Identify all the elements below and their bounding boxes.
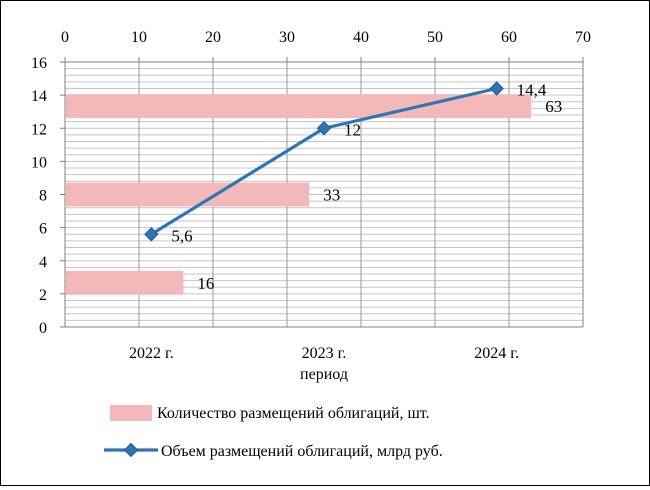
top-tick-label: 40 bbox=[353, 29, 369, 46]
line-series bbox=[144, 81, 504, 242]
bar-data-label: 63 bbox=[545, 97, 562, 116]
y-tick-label: 2 bbox=[39, 287, 47, 304]
bar-data-label: 33 bbox=[323, 186, 340, 205]
x-category-label: 2024 г. bbox=[474, 345, 519, 362]
x-category-label: 2023 г. bbox=[302, 345, 347, 362]
y-tick-label: 12 bbox=[31, 121, 47, 138]
legend-swatch-bar bbox=[110, 405, 152, 421]
x-axis-title: период bbox=[300, 366, 348, 383]
legend-label-bar: Количество размещений облигаций, шт. bbox=[157, 405, 430, 422]
y-tick-label: 8 bbox=[39, 188, 47, 205]
y-tick-label: 0 bbox=[39, 320, 47, 337]
top-tick-label: 0 bbox=[61, 29, 69, 46]
y-tick-label: 14 bbox=[31, 88, 47, 105]
top-tick-label: 20 bbox=[205, 29, 221, 46]
y-tick-label: 6 bbox=[39, 221, 47, 238]
line-marker bbox=[144, 227, 159, 242]
legend-label-line: Объем размещений облигаций, млрд руб. bbox=[161, 443, 443, 460]
legend-marker-diamond bbox=[123, 442, 139, 458]
line-data-label: 14,4 bbox=[517, 81, 547, 100]
bar-data-label: 16 bbox=[197, 274, 214, 293]
top-tick-label: 70 bbox=[575, 29, 591, 46]
axes: 0 2 4 6 8 10 12 14 16 0 10 20 30 40 50 60 70 2022 г. 2023 … bbox=[31, 29, 591, 383]
top-tick-label: 10 bbox=[131, 29, 147, 46]
x-category-label: 2022 г. bbox=[129, 345, 174, 362]
line-data-label: 5,6 bbox=[171, 226, 192, 245]
y-tick-label: 10 bbox=[31, 154, 47, 171]
legend: Количество размещений облигаций, шт. Объе… bbox=[104, 405, 443, 460]
line-marker bbox=[316, 121, 332, 136]
line-marker bbox=[489, 81, 504, 96]
top-tick-label: 60 bbox=[501, 29, 517, 46]
y-tick-label: 4 bbox=[39, 254, 47, 271]
top-tick-label: 50 bbox=[427, 29, 443, 46]
bar bbox=[66, 182, 310, 207]
line-data-label: 12 bbox=[344, 120, 361, 139]
top-tick-label: 30 bbox=[279, 29, 295, 46]
bar-series bbox=[66, 94, 532, 295]
data-labels: 16 33 63 5,6 12 14,4 bbox=[171, 81, 562, 293]
bar bbox=[66, 270, 184, 295]
bar bbox=[66, 94, 532, 119]
y-tick-label: 16 bbox=[31, 55, 47, 72]
